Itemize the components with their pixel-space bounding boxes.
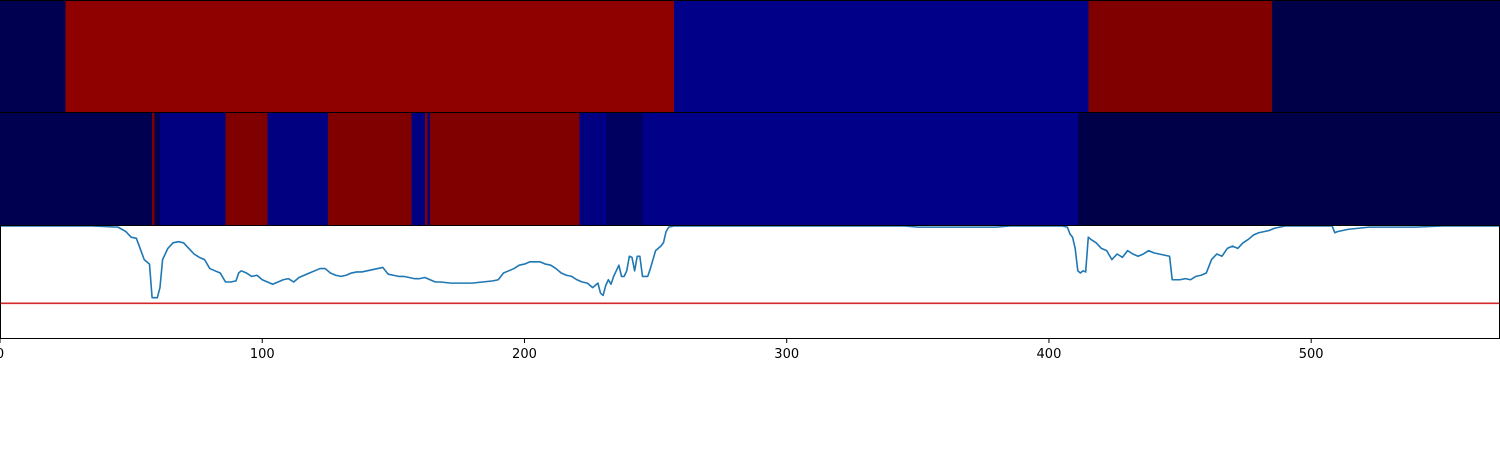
- middle-strip-segment-11: [579, 113, 604, 225]
- top-strip-segment-3: [1088, 0, 1272, 112]
- line-plot-background: [0, 226, 1500, 338]
- middle-strip-segment-1: [152, 113, 155, 225]
- middle-strip-segment-14: [642, 113, 1078, 225]
- middle-strip-segment-0: [0, 113, 153, 225]
- middle-strip-segment-3: [159, 113, 226, 225]
- middle-strip-segment-6: [327, 113, 412, 225]
- middle-heatmap-strip: [0, 113, 1500, 225]
- middle-strip-segment-9: [427, 113, 431, 225]
- top-strip-segment-1: [65, 0, 674, 112]
- axes: 0 100 200 300 400 500: [0, 0, 1500, 362]
- middle-strip-segment-10: [430, 113, 580, 225]
- middle-strip-segment-12: [603, 113, 606, 225]
- top-strip-segment-2: [673, 0, 1089, 112]
- middle-strip-segment-5: [267, 113, 328, 225]
- middle-strip-segment-13: [605, 113, 643, 225]
- x-tick-label-1: 100: [250, 347, 275, 362]
- middle-strip-segment-15: [1077, 113, 1500, 225]
- middle-strip-segment-7: [411, 113, 425, 225]
- middle-strip-segment-8: [424, 113, 428, 225]
- top-strip-segment-0: [0, 0, 66, 112]
- x-tick-label-3: 300: [774, 347, 799, 362]
- x-tick-label-4: 400: [1037, 347, 1062, 362]
- top-strip-segment-4: [1271, 0, 1500, 112]
- x-tick-label-2: 200: [512, 347, 537, 362]
- middle-strip-segment-4: [225, 113, 268, 225]
- top-heatmap-strip: [0, 0, 1500, 112]
- x-tick-label-0: 0: [0, 347, 4, 362]
- line-plot-panel: [0, 225, 1500, 338]
- middle-strip-segment-2: [154, 113, 160, 225]
- x-tick-label-5: 500: [1299, 347, 1324, 362]
- series-line-0: [0, 225, 1500, 299]
